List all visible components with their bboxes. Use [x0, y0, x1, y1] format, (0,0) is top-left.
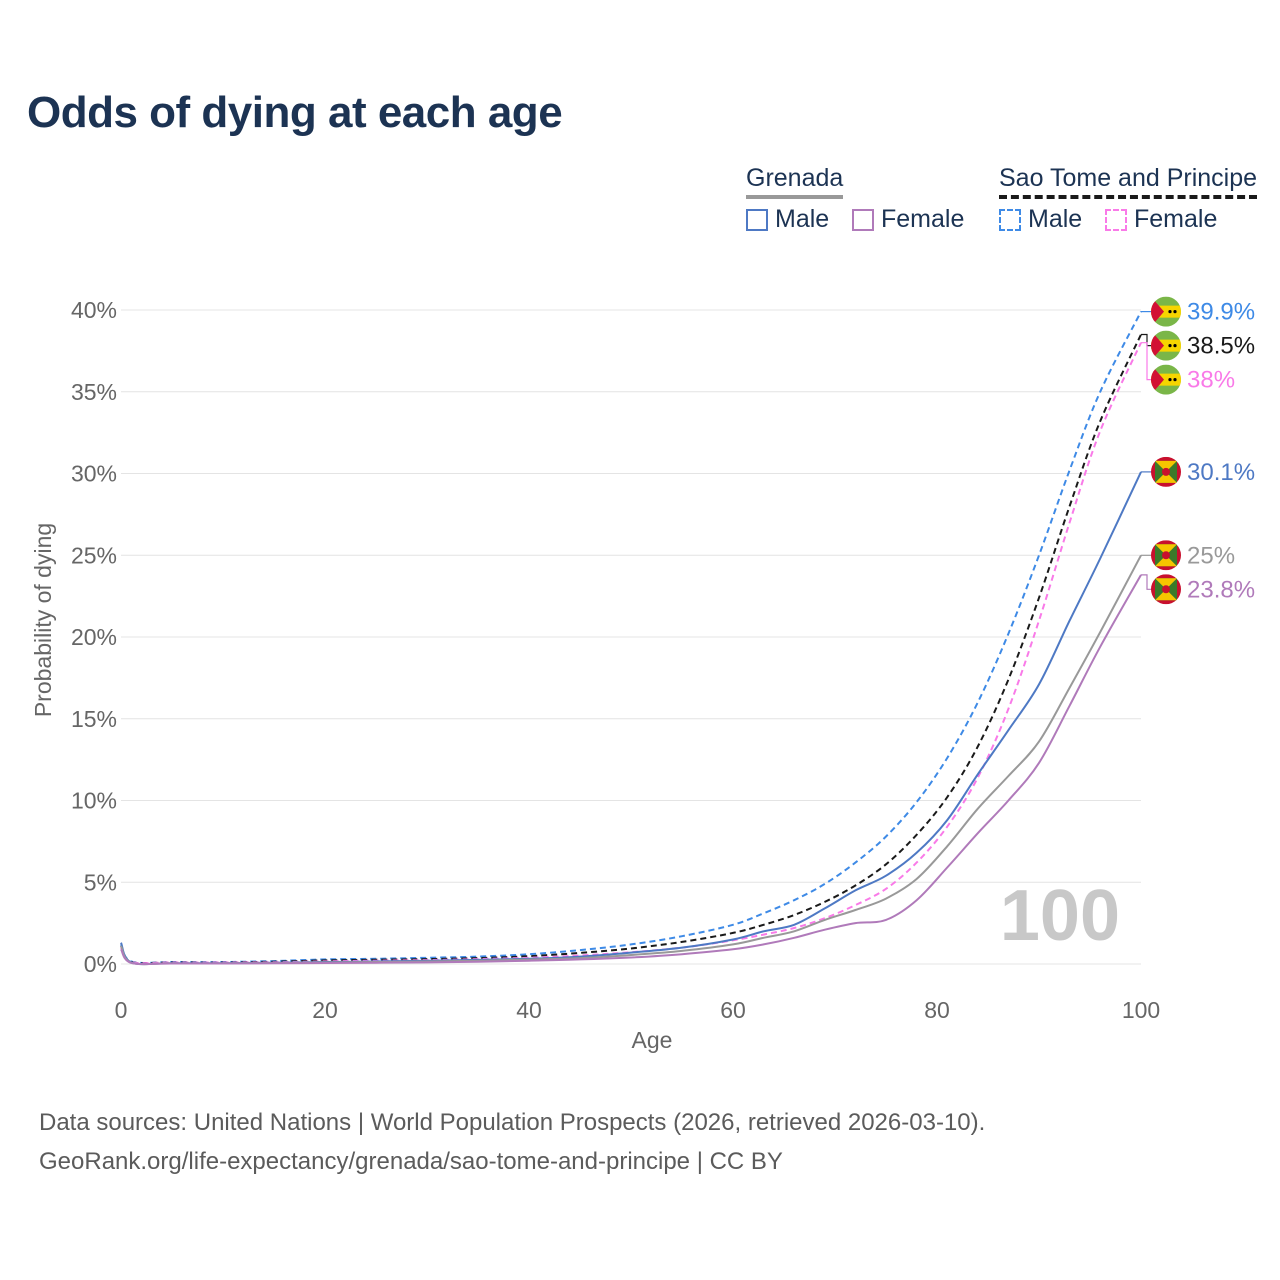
end-value-label: 38% [1187, 367, 1235, 394]
series-lines [120, 311, 1142, 966]
legend-item-sao-tome-male[interactable]: Male [999, 205, 1082, 234]
label-connector [1141, 342, 1153, 381]
x-axis-label: Age [632, 1027, 673, 1053]
series-line[interactable] [120, 342, 1142, 965]
legend-grenada-line [746, 195, 844, 199]
y-axis-label: Probability of dying [30, 523, 56, 717]
label-connector [1141, 574, 1153, 590]
end-value-label: 25% [1187, 542, 1235, 569]
y-tick-label: 40% [71, 297, 117, 323]
end-value-label: 30.1% [1187, 459, 1255, 486]
x-tick-label: 80 [924, 997, 950, 1023]
legend-item-grenada-male[interactable]: Male [746, 205, 829, 234]
grenada-flag-icon [1151, 540, 1181, 571]
legend-item-grenada-female[interactable]: Female [852, 205, 964, 234]
series-line[interactable] [120, 334, 1142, 965]
y-tick-label: 5% [84, 869, 117, 895]
end-value-label: 39.9% [1187, 299, 1255, 326]
legend-swatch-grenada-male [746, 208, 768, 231]
sao-tome-flag-icon [1151, 330, 1181, 361]
grid [121, 309, 1141, 965]
x-tick-label: 20 [312, 997, 338, 1023]
y-tick-label: 30% [71, 461, 117, 487]
legend-group-sao-tome-label: Sao Tome and Principe [999, 164, 1258, 192]
series-line[interactable] [120, 471, 1142, 966]
y-tick-label: 10% [71, 788, 117, 814]
legend-item-sao-tome-female[interactable]: Female [1105, 205, 1217, 234]
source-line-2[interactable]: GeoRank.org/life-expectancy/grenada/sao-… [39, 1148, 783, 1175]
x-axis: 0 20 40 60 80 100 [115, 997, 1161, 1023]
legend-label-sao-tome-female: Female [1134, 205, 1218, 233]
legend-swatch-sao-tome-female [1105, 208, 1127, 231]
y-tick-label: 15% [71, 706, 117, 732]
sao-tome-flag-icon [1151, 296, 1181, 327]
legend-group-grenada-label: Grenada [746, 164, 844, 192]
y-tick-label: 25% [71, 542, 117, 568]
sao-tome-flag-icon [1151, 364, 1181, 395]
label-connector [1141, 333, 1153, 347]
end-labels: 39.9% 38.5% 38% 30.1% 25% 23.8% [1141, 296, 1255, 605]
legend-label-sao-tome-male: Male [1028, 205, 1083, 233]
y-tick-label: 0% [84, 951, 117, 977]
grenada-flag-icon [1151, 456, 1181, 487]
legend-swatch-sao-tome-male [999, 208, 1021, 231]
source-line-1: Data sources: United Nations | World Pop… [39, 1109, 986, 1136]
legend-group-sao-tome[interactable]: Sao Tome and Principe [999, 164, 1258, 199]
end-value-label: 38.5% [1187, 333, 1255, 360]
legend-group-grenada[interactable]: Grenada [746, 164, 844, 199]
legend-swatch-grenada-female [852, 208, 874, 231]
grenada-flag-icon [1151, 574, 1181, 605]
age-watermark: 100 [1000, 876, 1120, 956]
series-line[interactable] [120, 574, 1142, 966]
y-tick-label: 35% [71, 379, 117, 405]
end-value-label: 23.8% [1187, 576, 1255, 603]
line-chart: 0% 5% 10% 15% 20% 25% 30% 35% 40% 0 20 40 60 80 100 1… [30, 296, 1255, 1053]
chart-title: Odds of dying at each age [27, 88, 563, 137]
x-tick-label: 100 [1122, 997, 1160, 1023]
y-tick-label: 20% [71, 624, 117, 650]
legend-label-grenada-female: Female [881, 205, 965, 233]
x-tick-label: 40 [516, 997, 542, 1023]
legend-sao-tome-line [999, 195, 1258, 199]
legend-label-grenada-male: Male [775, 205, 830, 233]
x-tick-label: 0 [115, 997, 128, 1023]
x-tick-label: 60 [720, 997, 746, 1023]
series-line[interactable] [120, 311, 1142, 964]
y-axis: 0% 5% 10% 15% 20% 25% 30% 35% 40% [71, 297, 117, 977]
